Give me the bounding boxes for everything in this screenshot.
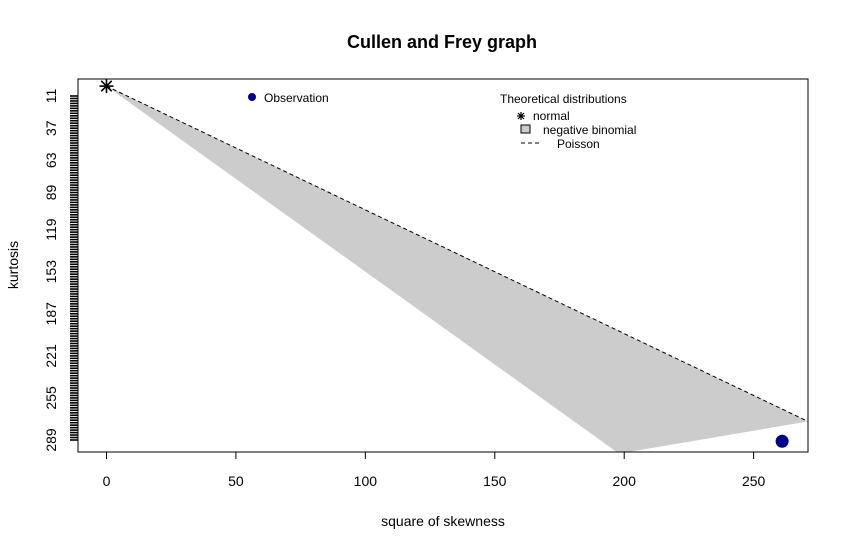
y-tick-label: 289 (43, 428, 59, 452)
x-tick-label: 50 (228, 473, 244, 489)
observation-legend: Observation (248, 91, 329, 105)
chart-title: Cullen and Frey graph (347, 32, 537, 52)
y-axis-label: kurtosis (5, 241, 21, 289)
x-tick-label: 0 (103, 473, 111, 489)
y-tick-label: 89 (43, 185, 59, 201)
y-tick-label: 255 (43, 386, 59, 410)
y-tick-label: 221 (43, 344, 59, 368)
y-tick-label: 187 (43, 302, 59, 326)
negative-binomial-region (106, 86, 808, 452)
y-tick-label: 63 (43, 152, 59, 168)
y-tick-label: 11 (43, 89, 59, 104)
plot-layer (99, 79, 808, 452)
x-axis: 0 50 100 150 200 250 (103, 452, 766, 489)
x-axis-label: square of skewness (381, 513, 505, 529)
plot-area (99, 79, 808, 452)
observation-point (775, 434, 789, 448)
observation-legend-marker (248, 93, 256, 101)
y-axis: 11 37 63 89 119 153 187 221 255 289 (43, 89, 78, 452)
normal-point-stroke (100, 80, 113, 92)
poisson-line (106, 85, 808, 422)
normal-legend-label: normal (533, 109, 570, 123)
y-tick-label: 119 (43, 218, 59, 241)
observation-legend-label: Observation (264, 91, 329, 105)
theoretical-legend-title: Theoretical distributions (500, 92, 627, 106)
plot-frame (77, 78, 809, 453)
negative-binomial-legend-swatch (520, 124, 531, 134)
poisson-legend-label: Poisson (557, 137, 600, 151)
theoretical-legend: Theoretical distributions normal negativ… (500, 92, 636, 151)
normal-point (99, 79, 114, 94)
x-tick-label: 200 (613, 473, 637, 489)
x-tick-label: 250 (742, 473, 766, 489)
y-tick-label: 37 (43, 120, 59, 136)
normal-legend-marker (517, 112, 525, 120)
y-tick-label: 153 (43, 260, 59, 284)
x-tick-label: 150 (483, 473, 507, 489)
x-tick-label: 100 (354, 473, 378, 489)
negative-binomial-legend-label: negative binomial (543, 123, 636, 137)
